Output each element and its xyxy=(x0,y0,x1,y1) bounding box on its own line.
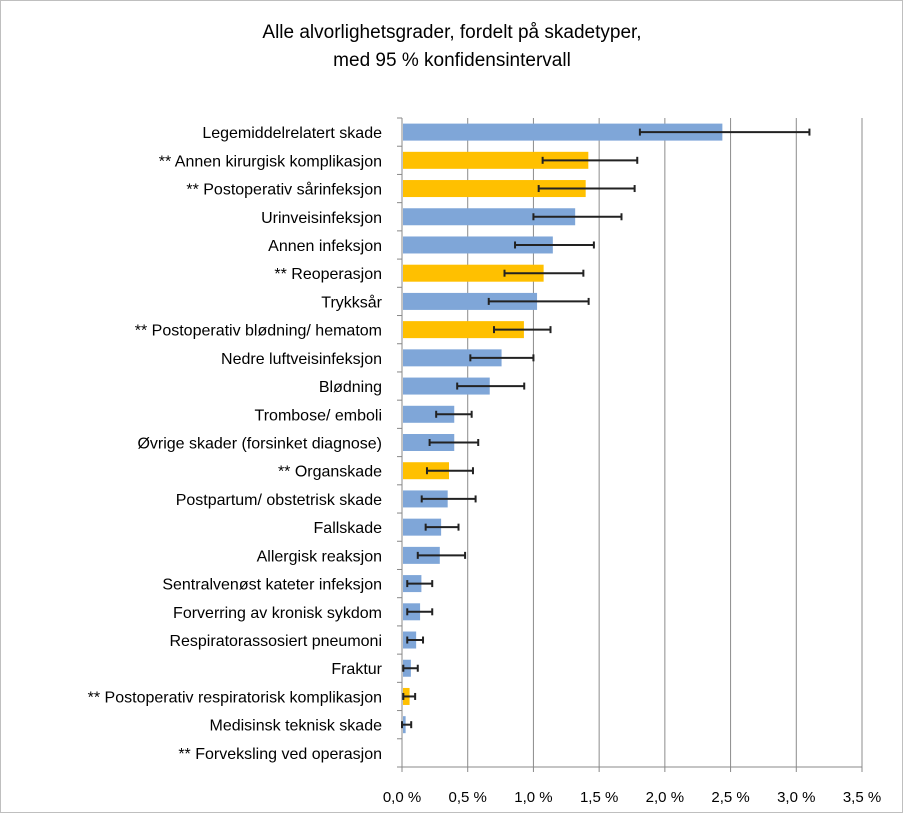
category-label: ** Forveksling ved operasjon xyxy=(178,746,382,763)
x-tick-label: 3,0 % xyxy=(777,789,815,806)
category-label: Nedre luftveisinfeksjon xyxy=(221,351,382,368)
bar xyxy=(403,236,553,254)
bar xyxy=(403,405,455,423)
bar xyxy=(403,321,524,339)
category-label: Forverring av kronisk sykdom xyxy=(173,605,382,622)
x-tick-label: 1,5 % xyxy=(580,789,618,806)
category-label: ** Organskade xyxy=(278,464,382,481)
chart-title-line-1: Alle alvorlighetsgrader, fordelt på skad… xyxy=(262,22,641,43)
category-label: Blødning xyxy=(319,379,382,396)
category-label: Trykksår xyxy=(321,293,382,311)
category-label: Fallskade xyxy=(314,520,383,537)
category-label: ** Postoperativ blødning/ hematom xyxy=(135,323,382,340)
bar xyxy=(403,292,538,310)
bar xyxy=(403,180,586,198)
x-tick-label: 0,5 % xyxy=(449,789,487,806)
category-label: ** Postoperativ sårinfeksjon xyxy=(186,181,382,199)
category-label: Øvrige skader (forsinket diagnose) xyxy=(137,436,382,453)
category-label: ** Annen kirurgisk komplikasjon xyxy=(159,153,382,170)
category-label: Allergisk reaksjon xyxy=(257,548,382,565)
category-label: ** Reoperasjon xyxy=(274,266,382,283)
category-label: Fraktur xyxy=(331,661,382,678)
bar xyxy=(403,349,502,367)
category-label: Trombose/ emboli xyxy=(255,407,382,424)
category-label: Respiratorassosiert pneumoni xyxy=(169,633,382,650)
bar xyxy=(403,123,723,141)
x-tick-label: 0,0 % xyxy=(383,789,421,806)
category-label: Medisinsk teknisk skade xyxy=(209,718,382,735)
bar xyxy=(403,264,544,282)
x-tick-label: 3,5 % xyxy=(843,789,881,806)
category-label: Legemiddelrelatert skade xyxy=(202,125,382,142)
x-tick-label: 2,0 % xyxy=(646,789,684,806)
chart-title-line-2: med 95 % konfidensintervall xyxy=(333,50,571,71)
bar xyxy=(403,377,490,395)
x-tick-label: 1,0 % xyxy=(514,789,552,806)
bar xyxy=(403,151,589,169)
x-tick-label: 2,5 % xyxy=(711,789,749,806)
bar xyxy=(403,208,576,226)
category-label: Sentralvenøst kateter infeksjon xyxy=(162,577,382,594)
bar xyxy=(403,518,442,536)
category-label: ** Postoperativ respiratorisk komplikasj… xyxy=(88,689,382,706)
category-label: Postpartum/ obstetrisk skade xyxy=(176,492,382,509)
category-label: Urinveisinfeksjon xyxy=(261,210,382,227)
category-label: Annen infeksjon xyxy=(268,238,382,255)
